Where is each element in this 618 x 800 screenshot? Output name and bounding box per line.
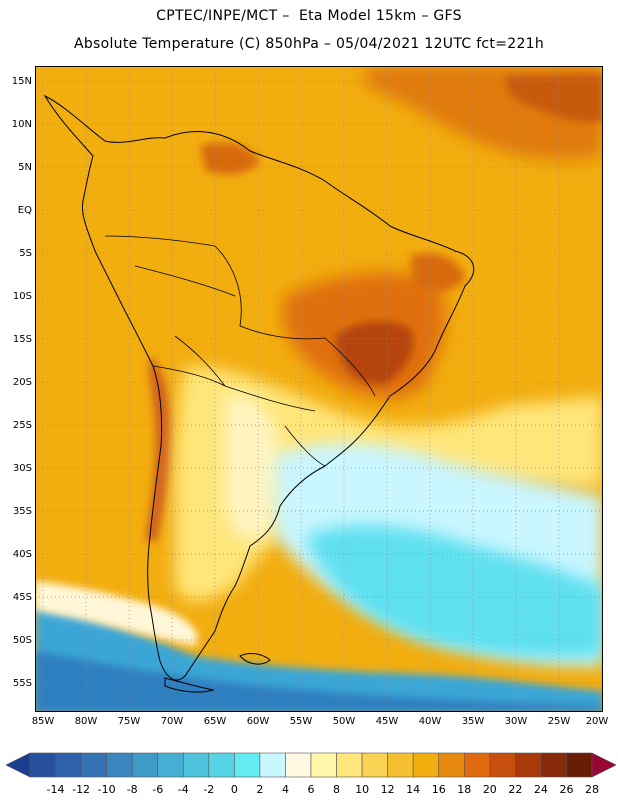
temperature-map (35, 66, 603, 712)
colorbar-swatch (540, 752, 567, 778)
country-borders (104, 235, 376, 467)
colorbar-swatch (234, 752, 261, 778)
colorbar-swatch (285, 752, 312, 778)
colorbar-swatch (55, 752, 82, 778)
lat-tick-label: 45S (12, 592, 32, 603)
colorbar-label: -6 (152, 783, 164, 796)
hot-zone-northeast-brazil (410, 253, 465, 292)
southern-deep-cold (35, 651, 603, 712)
very-hot-brazil (335, 321, 414, 385)
lat-tick-label: 5N (18, 162, 32, 173)
lat-tick-label: 40S (12, 549, 32, 560)
colorbar-label: 10 (355, 783, 370, 796)
lon-tick-label: 30W (504, 716, 528, 727)
colorbar-label: -2 (203, 783, 215, 796)
colorbar-label: 26 (559, 783, 574, 796)
colorbar-label: 4 (281, 783, 289, 796)
lon-tick-label: 75W (117, 716, 141, 727)
title-line-1: CPTEC/INPE/MCT – Eta Model 15km – GFS (156, 8, 462, 24)
colorbar-swatch (412, 752, 440, 778)
colorbar-swatch (182, 752, 210, 778)
lon-tick-label: 80W (74, 716, 98, 727)
lat-tick-label: 50S (12, 635, 32, 646)
andes-hot-band (145, 356, 172, 541)
lon-tick-label: 55W (289, 716, 313, 727)
lat-tick-label: 35S (12, 506, 32, 517)
colorbar-label: 22 (508, 783, 523, 796)
colorbar-swatch (157, 752, 184, 778)
map-border (35, 66, 603, 712)
colorbar-swatch (310, 752, 337, 778)
lon-tick-label: 45W (375, 716, 399, 727)
lat-tick-label: 30S (12, 463, 32, 474)
lon-tick-label: 85W (31, 716, 55, 727)
colorbar-label: -14 (46, 783, 65, 796)
colorbar-label: 0 (230, 783, 238, 796)
colorbar-label: 20 (482, 783, 497, 796)
lon-tick-label: 70W (160, 716, 184, 727)
lon-tick-label: 60W (246, 716, 270, 727)
colorbar-swatch (80, 752, 107, 778)
lat-tick-label: 10S (12, 291, 32, 302)
temperature-colorbar (6, 752, 616, 778)
colorbar-swatch (259, 752, 286, 778)
colorbar-label: 6 (307, 783, 315, 796)
colorbar-label: 18 (457, 783, 472, 796)
graticule (35, 66, 603, 712)
lon-tick-label: 50W (332, 716, 356, 727)
colorbar-swatch (29, 752, 56, 778)
lat-tick-label: 20S (12, 377, 32, 388)
colorbar-swatch (361, 752, 388, 778)
lon-tick-label: 25W (547, 716, 571, 727)
colorbar-label: 24 (533, 783, 548, 796)
colorbar-swatch (515, 752, 542, 778)
colorbar-swatch (566, 752, 593, 778)
lon-tick-label: 40W (418, 716, 442, 727)
colorbar-label: 28 (585, 783, 599, 796)
lon-tick-label: 35W (461, 716, 485, 727)
colorbar-arrow-low (6, 752, 31, 778)
colorbar-label: 12 (380, 783, 395, 796)
colorbar-swatch (106, 752, 133, 778)
lat-tick-label: 5S (19, 248, 32, 259)
tierra-del-fuego (164, 677, 215, 693)
lat-tick-label: EQ (17, 205, 32, 216)
colorbar-swatch (463, 752, 491, 778)
colorbar-label: 14 (406, 783, 421, 796)
colorbar-label: -10 (97, 783, 116, 796)
lon-tick-label: 65W (203, 716, 227, 727)
colorbar-swatch (131, 752, 159, 778)
falkland-islands (239, 652, 271, 665)
lat-tick-label: 15S (12, 334, 32, 345)
south-america-coastline (43, 94, 475, 681)
colorbar-label: -12 (72, 783, 91, 796)
colorbar-swatch (387, 752, 414, 778)
lat-tick-label: 25S (12, 420, 32, 431)
colorbar-swatch (208, 752, 235, 778)
colorbar-label: 16 (431, 783, 446, 796)
cool-zone (225, 395, 281, 540)
colorbar-arrow-high (591, 752, 616, 778)
colorbar-label: -4 (177, 783, 189, 796)
colder-zone (305, 525, 603, 658)
lat-tick-label: 55S (12, 678, 32, 689)
lon-tick-label: 20W (585, 716, 609, 727)
lat-tick-label: 15N (11, 76, 32, 87)
title-line-2: Absolute Temperature (C) 850hPa – 05/04/… (73, 36, 545, 52)
colorbar-label: 2 (256, 783, 264, 796)
colorbar-label: -8 (126, 783, 138, 796)
colorbar-swatch (438, 752, 465, 778)
lat-tick-label: 10N (11, 119, 32, 130)
colorbar-swatch (336, 752, 363, 778)
very-hot-northeast (505, 74, 603, 123)
colorbar-label: 8 (333, 783, 341, 796)
colorbar-swatch (489, 752, 516, 778)
